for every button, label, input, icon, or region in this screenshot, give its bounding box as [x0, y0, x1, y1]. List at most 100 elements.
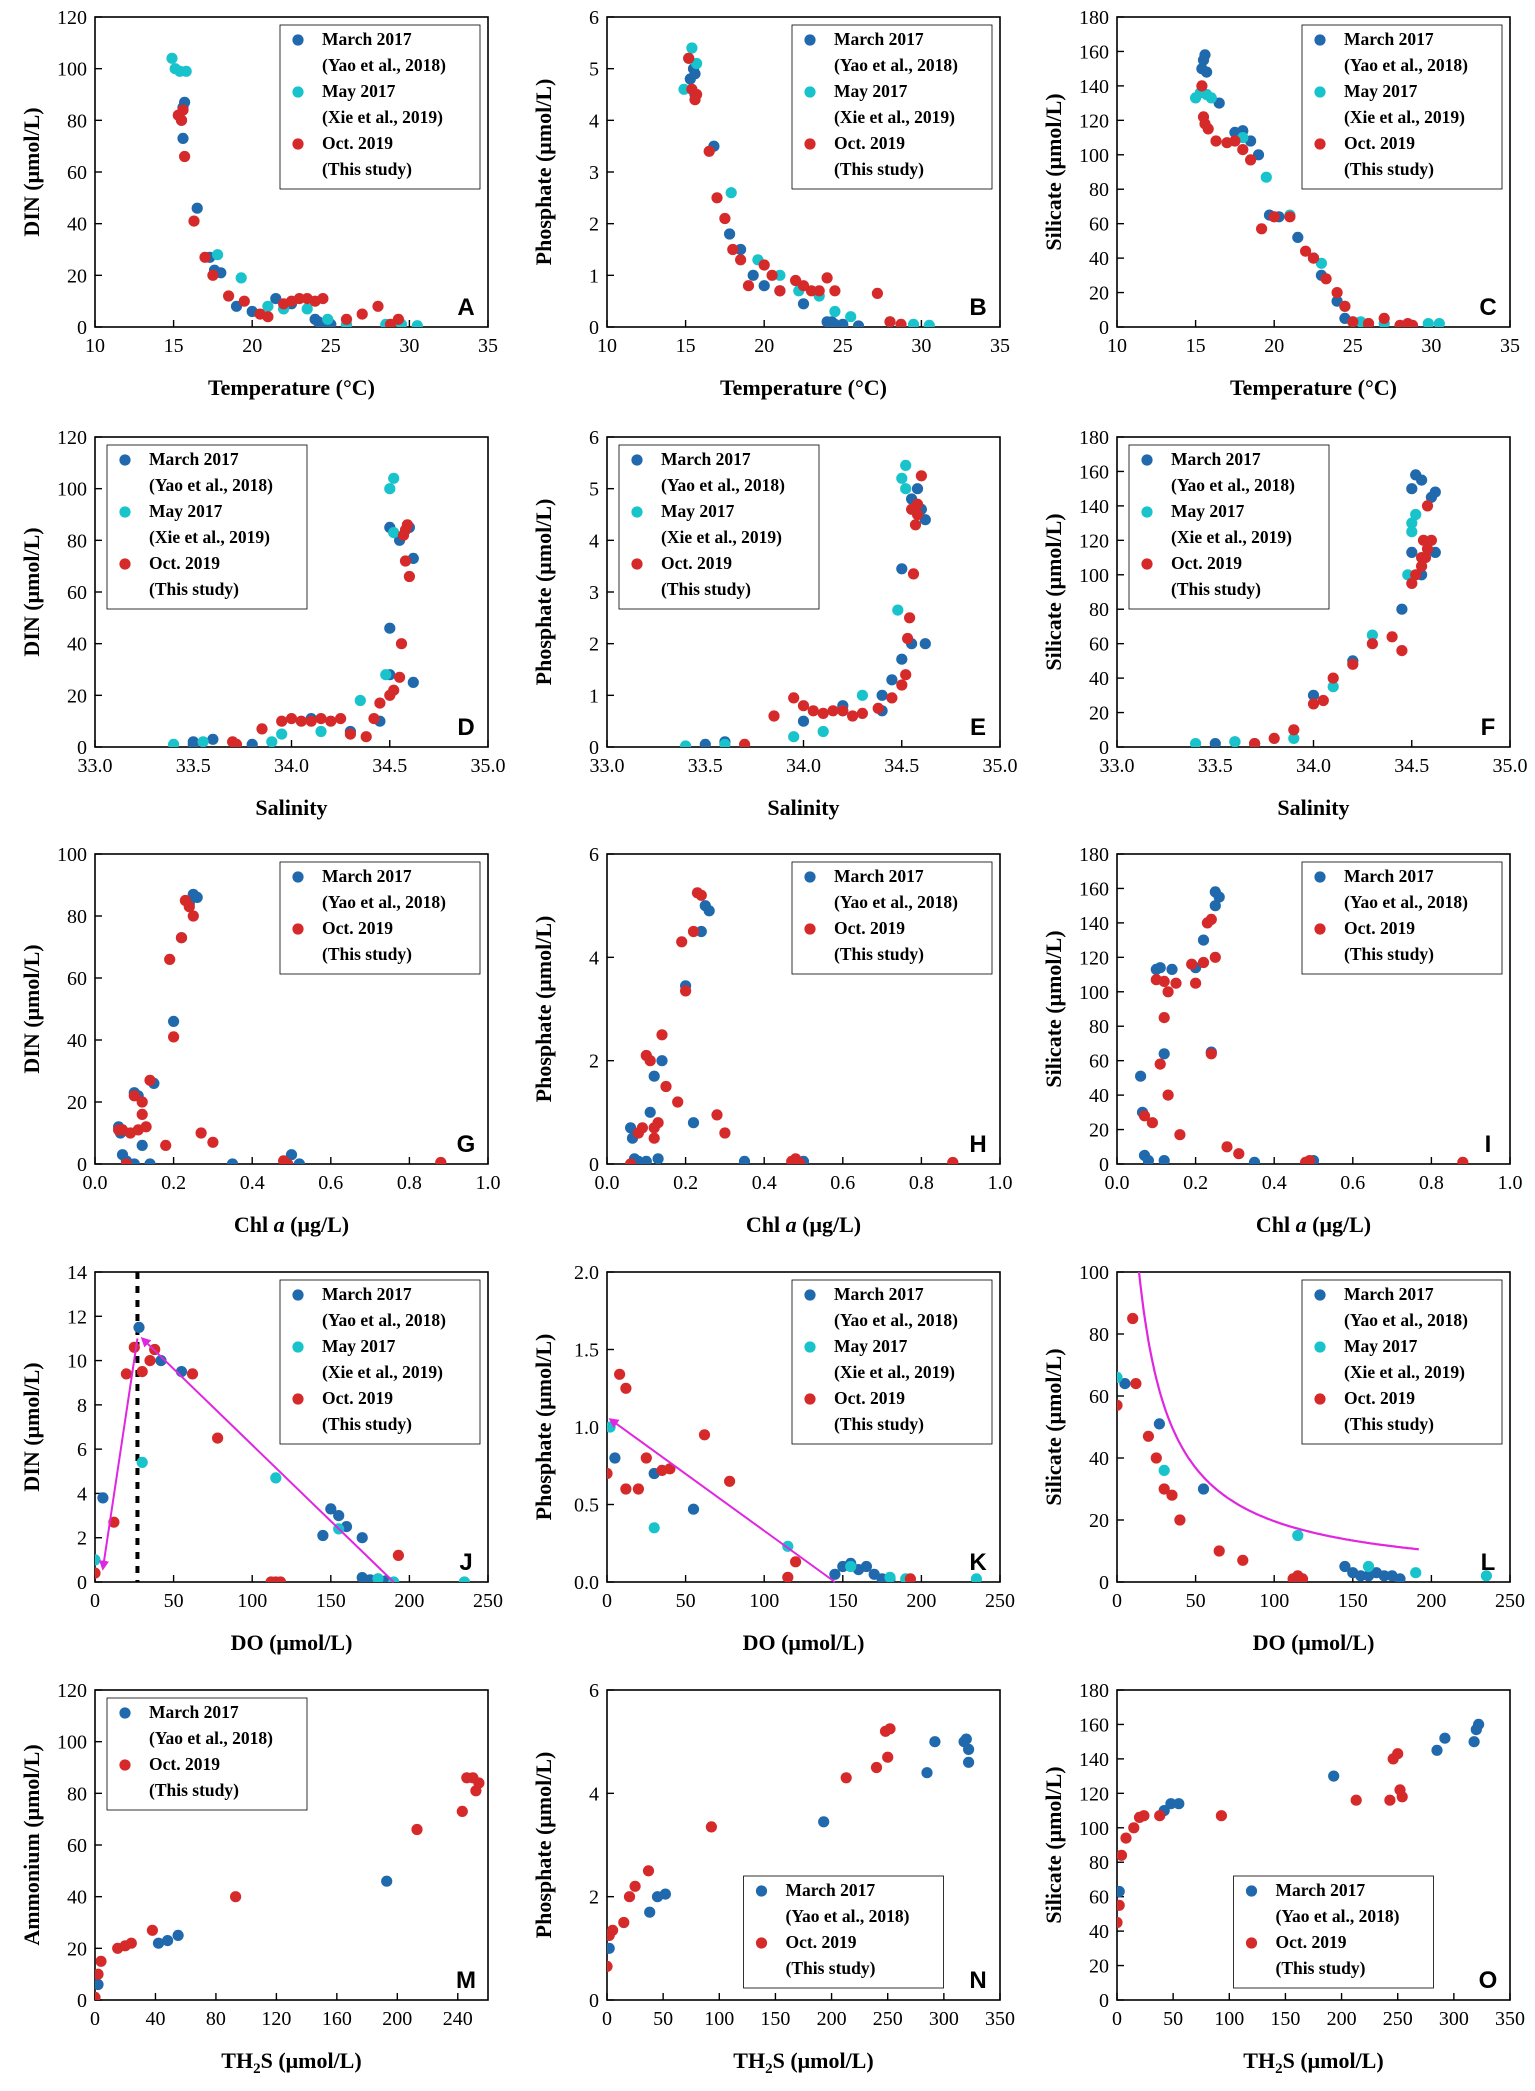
data-point-oct: [691, 88, 703, 101]
y-tick-label: 2.0: [574, 1262, 599, 1284]
data-point-oct: [1417, 534, 1430, 546]
data-point-may: [686, 42, 698, 54]
chart-panel-h: 0.0 0.2 0.4 0.6 0.8 1.0 0 2 4 6 Chl a (μg/L) Phosph…: [531, 844, 1013, 1237]
data-point-may: [970, 1573, 982, 1582]
y-tick-label: 10: [67, 1351, 87, 1373]
y-tick-label: 40: [67, 214, 87, 236]
data-point-may: [166, 52, 178, 64]
x-tick-label: 150: [316, 1590, 346, 1612]
data-point-oct: [175, 932, 188, 944]
y-axis-label: DIN (μmol/L): [19, 944, 44, 1073]
x-axis-label: Chl a (μg/L): [234, 1212, 349, 1237]
x-tick-label: 34.5: [884, 755, 919, 777]
plot-frame: [94, 1271, 489, 1583]
data-point-oct: [136, 1108, 148, 1120]
data-point-oct: [904, 612, 916, 624]
x-axis-label: Chl a (μg/L): [1256, 1212, 1371, 1237]
legend-citation: (Xie et al., 2019): [149, 527, 270, 547]
chart-panel-j: 0 50 100 150 200 250 0 2 4 6 8 10 12 14 DO (μmol/L) DIN…: [19, 1262, 503, 1655]
data-point-oct: [120, 1158, 132, 1164]
data-point-oct: [1384, 1794, 1396, 1806]
x-tick-label: 0.2: [673, 1172, 698, 1194]
legend-label: March 2017: [786, 1880, 876, 1900]
data-point-may: [1158, 1464, 1170, 1476]
y-tick-label: 20: [1089, 1120, 1109, 1142]
y-tick-label: 80: [1089, 1324, 1109, 1346]
data-layer: [678, 42, 935, 327]
legend-citation: (Yao et al., 2018): [322, 892, 446, 912]
legend-box: [106, 444, 308, 610]
data-point-may: [1229, 736, 1241, 747]
y-tick-label: 1: [589, 685, 599, 707]
y-tick-label: 80: [67, 1783, 87, 1805]
data-point-march: [246, 738, 258, 747]
data-point-may: [411, 320, 423, 327]
data-point-march: [963, 1743, 975, 1755]
chart-panel-m: 0 40 80 120 160 200 240 0 20 40 60 80 100 120 TH2S (μm…: [19, 1680, 489, 2077]
data-point-oct: [1142, 1430, 1154, 1442]
data-point-oct: [607, 1924, 619, 1936]
y-tick-label: 120: [57, 427, 87, 449]
axis-label-part: S (μmol/L): [261, 2048, 362, 2073]
data-point-may: [896, 472, 908, 484]
plot-frame: [1116, 1689, 1511, 2001]
data-point-march: [886, 674, 898, 686]
data-point-march: [1153, 1418, 1165, 1430]
x-tick-label: 15: [1186, 335, 1206, 357]
data-point-oct: [886, 692, 898, 704]
x-axis-label: Temperature (°C): [208, 375, 375, 400]
y-tick-label: 140: [1079, 496, 1109, 518]
x-tick-label: 200: [1327, 2008, 1357, 2030]
data-point-oct: [727, 243, 739, 256]
data-point-oct: [797, 700, 810, 712]
data-point-march: [226, 1158, 239, 1164]
data-point-march: [95, 1978, 104, 1991]
y-tick-label: 1.0: [574, 1417, 599, 1439]
data-point-oct: [1307, 252, 1320, 264]
data-point-oct: [895, 318, 907, 327]
data-point-oct: [186, 1368, 199, 1380]
legend-citation: (Xie et al., 2019): [1171, 527, 1292, 547]
data-point-oct: [698, 1429, 711, 1441]
data-point-oct: [136, 1366, 148, 1378]
legend-citation: (This study): [1276, 1958, 1366, 1978]
axis-label-part: (μg/L): [797, 1212, 861, 1237]
legend-label: March 2017: [1344, 29, 1434, 49]
data-point-march: [177, 132, 189, 144]
legend-marker-may: [119, 506, 131, 518]
data-point-march: [738, 1155, 751, 1164]
axis-label-part: Chl: [234, 1212, 274, 1237]
x-tick-label: 150: [828, 1590, 858, 1612]
x-tick-label: 0.4: [240, 1172, 265, 1194]
y-tick-label: 20: [1089, 283, 1109, 305]
legend-marker-march: [292, 871, 304, 883]
trend-arrow: [99, 1338, 139, 1571]
y-tick-label: 120: [1079, 110, 1109, 132]
data-layer: [1117, 1718, 1485, 1929]
data-point-march: [1197, 934, 1210, 946]
data-point-oct: [1138, 1110, 1151, 1122]
x-tick-label: 120: [261, 2008, 291, 2030]
data-point-oct: [1268, 732, 1280, 745]
x-tick-label: 34.5: [372, 755, 407, 777]
panel-letter: D: [457, 714, 474, 741]
data-point-oct: [872, 702, 884, 714]
data-point-oct: [625, 1158, 637, 1164]
legend-box: [279, 1279, 481, 1445]
y-tick-label: 80: [1089, 1016, 1109, 1038]
data-point-march: [1154, 962, 1166, 974]
legend-box: [791, 24, 993, 190]
legend-label: March 2017: [661, 449, 751, 469]
data-point-oct: [680, 985, 692, 997]
data-point-oct: [703, 145, 715, 157]
data-point-oct: [120, 1368, 132, 1380]
y-tick-label: 2: [589, 634, 599, 656]
legend: March 2017 (Yao et al., 2018) Oct. 2019 (Th…: [791, 861, 993, 975]
x-axis-label: Temperature (°C): [1230, 375, 1397, 400]
x-tick-label: 250: [873, 2008, 903, 2030]
data-point-oct: [399, 555, 412, 567]
y-tick-label: 4: [589, 947, 599, 969]
x-tick-label: 250: [1495, 1590, 1525, 1612]
data-point-oct: [739, 738, 751, 747]
data-point-oct: [1205, 1048, 1217, 1060]
